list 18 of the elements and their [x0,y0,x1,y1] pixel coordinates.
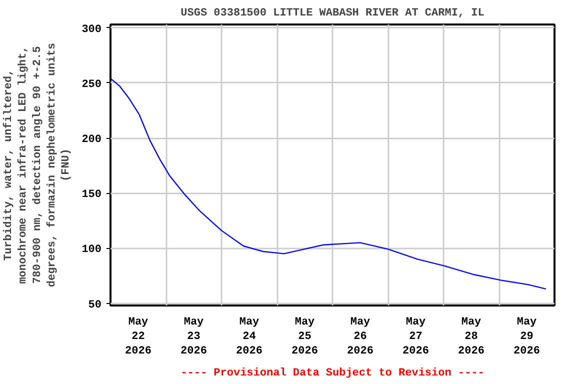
x-tick-label: May 27 2026 [402,316,429,358]
y-tick-label: 100 [82,244,102,256]
y-tick-label: 200 [82,134,102,146]
x-tick-label: May 29 2026 [514,316,540,358]
text: ---- Provisional Data Subject to Revision ---- [180,368,484,380]
y-axis-title: Turbidity, water, unfiltered, monochrome near infra-red LED light, 780-900 nm, detection angle 90 +-2.5 degrees, formazin nephelometric units (FNU) [2,42,73,288]
y-tick-label: 300 [82,24,102,36]
x-tick-label: May 22 2026 [125,316,152,358]
line-series [110,78,546,290]
x-tick-label: May 26 2026 [347,316,374,358]
y-tick-label: 50 [88,299,102,312]
chart-title: USGS 03381500 LITTLE WABASH RIVER AT CARMI, IL [180,8,485,20]
x-tick-label: May 23 2026 [180,316,207,358]
x-tick-label: May 28 2026 [458,316,484,358]
x-tick-label: May 25 2026 [292,316,318,358]
y-tick-label: 150 [82,189,102,202]
x-tick-label: May 24 2026 [236,316,262,358]
y-tick-label: 250 [82,78,102,91]
